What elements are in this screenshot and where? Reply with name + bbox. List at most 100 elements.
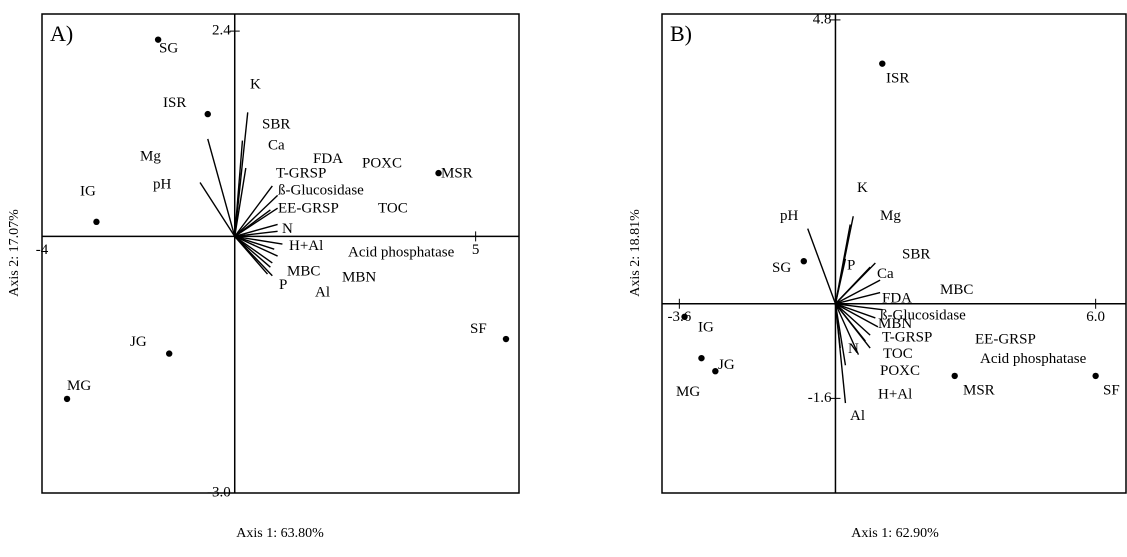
site-point [154, 36, 162, 43]
x-axis-title: Axis 1: 63.80% [236, 526, 324, 541]
vector-label: SBR [902, 246, 930, 262]
loading-vector [207, 138, 236, 237]
y-tick-label: -1.6 [808, 390, 832, 406]
vector-label: FDA [882, 291, 912, 307]
y-tick-label: 4.8 [813, 11, 832, 27]
vector-label: TOC [883, 346, 913, 362]
vector-label: P [847, 257, 855, 273]
vector-label: MBC [940, 282, 973, 298]
vector-label: H+Al [289, 238, 323, 254]
site-point [204, 110, 211, 118]
site-point [879, 60, 886, 67]
vector-label: Acid phosphatase [348, 245, 455, 261]
y-axis-title: Axis 2: 17.07% [7, 209, 22, 297]
vector-label: POXC [880, 363, 920, 379]
loading-vector [835, 291, 881, 305]
loading-vector [234, 185, 273, 237]
vector-label: Al [315, 285, 330, 301]
point-label: SG [159, 41, 178, 57]
vector-label: H+Al [878, 387, 912, 403]
loading-vector [234, 235, 275, 250]
vector-label: Al [850, 408, 865, 424]
point-label: IG [80, 184, 96, 200]
point-label: MSR [963, 382, 995, 398]
vector-label: POXC [362, 155, 402, 171]
plot-frame [41, 13, 520, 494]
loading-vector [834, 303, 871, 336]
point-label: MG [676, 384, 700, 400]
loading-vector [234, 235, 273, 277]
loading-vector [835, 303, 883, 311]
site-point [435, 169, 442, 177]
x-tick-label: 6.0 [1086, 309, 1105, 325]
site-point [166, 350, 173, 357]
y-tick-label: -3.0 [207, 484, 231, 500]
vector-label: EE-GRSP [278, 201, 339, 217]
y-tick-label: 2.4 [212, 23, 231, 39]
loading-vector [234, 207, 278, 237]
point-label: SG [772, 260, 791, 276]
vector-label: Ca [268, 138, 285, 154]
point-label: JG [130, 334, 147, 350]
point-label: MG [67, 378, 91, 394]
point-label: JG [718, 357, 735, 373]
point-label: ISR [886, 70, 909, 86]
loading-vector [834, 266, 871, 305]
site-point [951, 372, 958, 380]
loading-vector [834, 258, 847, 304]
loading-vector [234, 235, 283, 245]
point-label: SF [1103, 382, 1120, 398]
x-tick-label: 5 [472, 242, 480, 258]
vector-label: TOC [378, 201, 408, 217]
vector-label: ß-Glucosidase [880, 308, 966, 324]
y-axis-title: Axis 2: 18.81% [628, 209, 643, 297]
loading-vector [234, 167, 247, 237]
vector-label: pH [780, 208, 799, 224]
vector-label: MBN [342, 269, 376, 285]
loading-vector [834, 303, 871, 349]
vector-label: EE-GRSP [975, 331, 1036, 347]
panel-label: A) [50, 21, 73, 46]
loading-vector [199, 182, 236, 237]
x-tick-label: -3.6 [667, 309, 691, 325]
site-point [502, 335, 510, 343]
x-axis-title: Axis 1: 62.90% [851, 526, 939, 541]
vector-label: Mg [880, 208, 901, 224]
x-tick-label: -4 [36, 242, 49, 258]
point-label: ISR [163, 95, 186, 111]
vector-label: N [848, 341, 859, 357]
site-point [800, 257, 808, 265]
loading-vector [834, 303, 860, 355]
vector-label: FDA [313, 151, 343, 167]
vector-label: K [857, 180, 868, 196]
site-point [93, 218, 100, 226]
loading-vector [234, 235, 278, 257]
loading-vector [835, 303, 879, 328]
vector-label: N [282, 221, 293, 237]
loading-vector [835, 303, 876, 319]
vector-label: SBR [262, 116, 290, 132]
site-point [681, 313, 688, 320]
loading-vector [234, 235, 271, 268]
loading-vector [234, 140, 244, 237]
point-label: IG [698, 320, 714, 336]
vector-label: Mg [140, 149, 161, 165]
loading-vector [807, 228, 837, 305]
vector-label: T-GRSP [882, 330, 932, 346]
vector-label: K [250, 76, 261, 92]
vector-label: Ca [877, 266, 894, 282]
point-label: MSR [441, 166, 473, 182]
point-label: SF [470, 321, 487, 337]
vector-label: MBN [878, 316, 912, 332]
loading-vector [834, 303, 847, 404]
plot-frame [661, 13, 1127, 494]
vector-label: Acid phosphatase [980, 351, 1087, 367]
site-point [712, 367, 719, 375]
vector-label: pH [153, 177, 172, 193]
vector-label: P [279, 277, 287, 293]
vector-label: ß-Glucosidase [278, 183, 364, 199]
loading-vector [234, 235, 273, 264]
panel-label: B) [670, 21, 692, 46]
